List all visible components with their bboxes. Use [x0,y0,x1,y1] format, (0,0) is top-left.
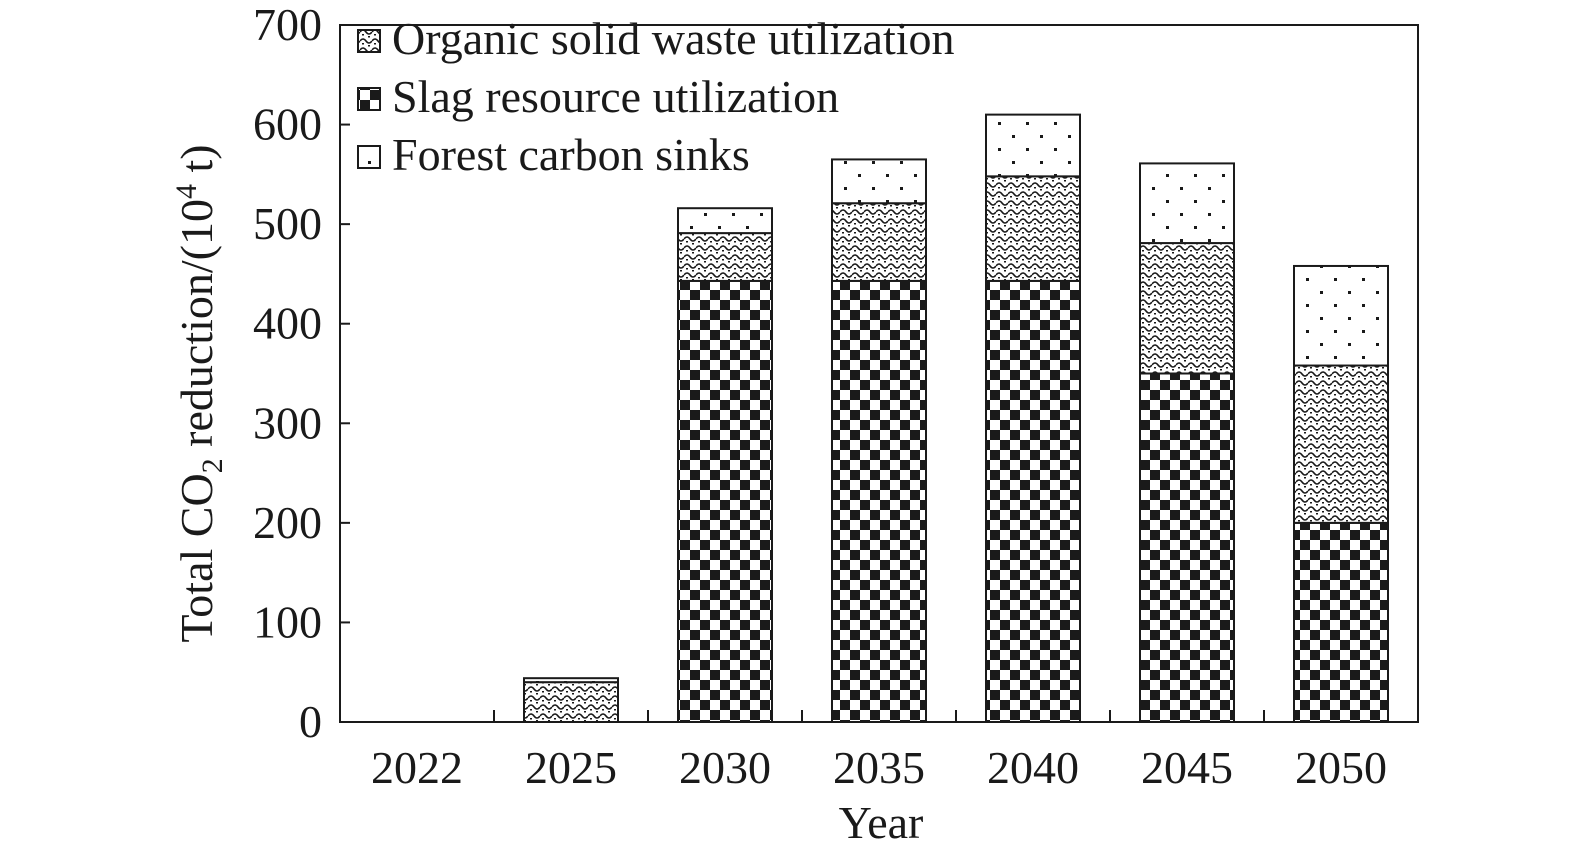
bar-segment-2040-checker [985,279,1081,723]
legend-item-checker: Slag resource utilization [357,71,839,122]
bar-segment-2040-dots [985,113,1081,178]
x-tick-label: 2035 [833,742,925,793]
bar-segment-2035-checker [831,279,927,723]
bar-segment-2045-checker [1139,372,1235,723]
x-tick-label: 2030 [679,742,771,793]
x-tick-label: 2050 [1295,742,1387,793]
x-axis-title: Year [839,797,924,848]
bar-segment-2025-wave [523,681,619,724]
bar-segment-2030-checker [677,279,773,723]
legend: Organic solid waste utilization Slag reso… [357,13,955,180]
y-axis-title-prefix: Total CO [171,473,222,642]
legend-label-dots: Forest carbon sinks [392,129,750,180]
x-tick-label: 2025 [525,742,617,793]
y-tick-label: 0 [299,696,322,747]
y-tick-label: 500 [253,198,322,249]
y-axis: 0 100 200 300 400 500 600 700 [253,0,350,747]
bar-segment-2050-checker [1293,521,1389,723]
bars-layer [523,113,1389,724]
y-axis-title-suffix: t) [171,144,222,184]
bar-segment-2045-wave [1139,242,1235,375]
legend-swatch-checker [357,87,381,111]
y-axis-title-superscript: 4 [170,184,203,199]
bar-segment-2040-wave [985,175,1081,282]
bar-segment-2050-dots [1293,264,1389,367]
x-axis: 2022 2025 2030 2035 2040 2045 2050 [371,710,1387,793]
y-axis-title-middle: reduction/(10 [171,199,222,458]
y-axis-title-subscript: 2 [196,458,229,473]
bar-segment-2030-dots [677,207,773,235]
x-tick-label: 2022 [371,742,463,793]
bar-segment-2045-dots [1139,162,1235,245]
x-tick-label: 2045 [1141,742,1233,793]
bar-segment-2025-dots [523,677,619,684]
x-tick-label: 2040 [987,742,1079,793]
legend-label-wave: Organic solid waste utilization [392,13,955,64]
y-tick-label: 300 [253,397,322,448]
bar-segment-2030-wave [677,232,773,282]
legend-label-checker: Slag resource utilization [392,71,839,122]
y-tick-label: 600 [253,99,322,150]
legend-item-wave: Organic solid waste utilization [357,13,955,64]
y-tick-label: 200 [253,497,322,548]
legend-item-dots: Forest carbon sinks [357,129,750,180]
y-tick-label: 100 [253,596,322,647]
bar-segment-2035-dots [831,158,927,205]
legend-swatch-wave [357,29,381,53]
y-tick-label: 700 [253,0,322,50]
y-tick-label: 400 [253,298,322,349]
bar-segment-2050-wave [1293,364,1389,524]
legend-swatch-dots [357,145,381,169]
bar-segment-2035-wave [831,202,927,282]
y-axis-title: Total CO2 reduction/(104 t) [170,144,229,642]
